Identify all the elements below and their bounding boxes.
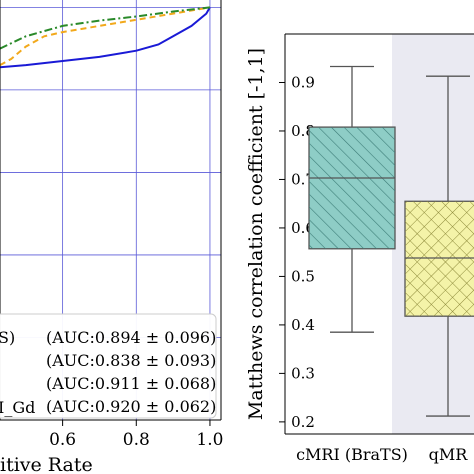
roc-panel: 0.6 0.8 1.0 itive Rate S) I_Gd (AUC:0.894 … [0, 0, 223, 474]
roc-x-tick-label: 1.0 [196, 430, 223, 450]
box-hatch [405, 201, 474, 317]
box-y-axis-label: Matthews correlation coefficient [-1,1] [245, 48, 267, 420]
box-y-tick-label: 0.9 [291, 73, 315, 91]
roc-x-ticks: 0.6 0.8 1.0 [49, 420, 223, 450]
legend-entry-3: (AUC:0.911 ± 0.068) [46, 374, 216, 393]
legend-fragment-4: I_Gd [0, 398, 35, 417]
box-shapes [308, 65, 474, 417]
box-1 [308, 65, 396, 333]
roc-x-axis-label: itive Rate [0, 454, 93, 474]
roc-curve-1 [0, 6, 211, 69]
roc-legend: S) I_Gd (AUC:0.894 ± 0.096) (AUC:0.838 ±… [0, 313, 217, 419]
category-label-2: qMR [429, 445, 469, 464]
box-y-tick-label: 0.3 [291, 364, 315, 382]
legend-entry-2: (AUC:0.838 ± 0.093) [46, 351, 216, 370]
box-2 [404, 75, 474, 417]
box-y-tick-label: 0.5 [291, 267, 315, 285]
roc-curve-3 [0, 6, 211, 50]
box-panel: 0.20.30.40.50.60.70.80.9 cMRI (BraTS) qM… [245, 33, 474, 464]
roc-curves [0, 6, 211, 69]
legend-box [0, 313, 217, 419]
roc-x-tick-label: 0.8 [123, 430, 150, 450]
legend-fragment-1: S) [0, 328, 15, 347]
category-label-1: cMRI (BraTS) [296, 445, 408, 464]
box-y-tick-label: 0.2 [291, 413, 315, 431]
roc-x-tick-label: 0.6 [49, 430, 76, 450]
roc-curve-2 [0, 6, 211, 66]
box-y-tick-label: 0.4 [291, 316, 315, 334]
legend-entry-4: (AUC:0.920 ± 0.062) [46, 397, 216, 416]
box-hatch [309, 127, 395, 249]
legend-entry-1: (AUC:0.894 ± 0.096) [46, 328, 216, 347]
